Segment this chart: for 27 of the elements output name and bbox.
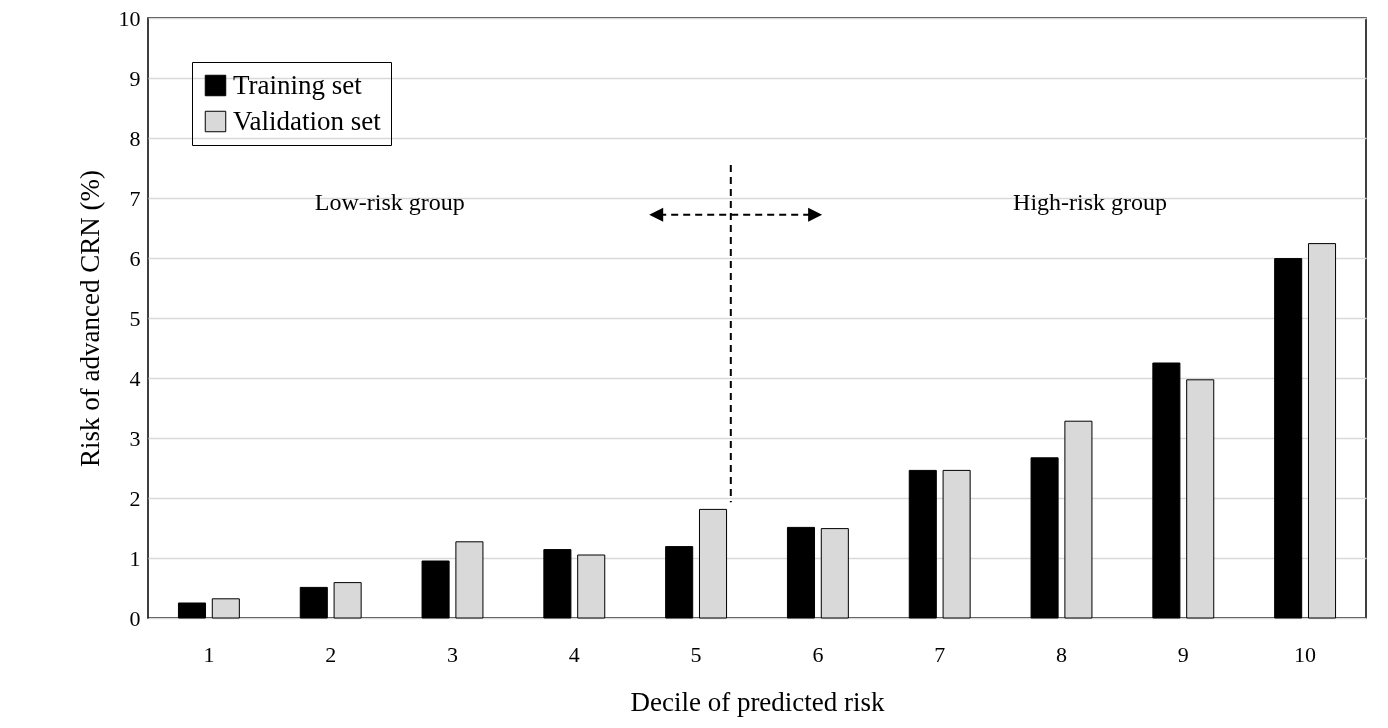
annotation: High-risk group — [1013, 189, 1168, 215]
legend-label: Validation set — [233, 105, 382, 136]
x-tick-label: 2 — [325, 641, 337, 667]
x-tick-label: 5 — [690, 641, 702, 667]
x-tick-label: 8 — [1056, 641, 1067, 667]
legend-label: Training set — [233, 69, 363, 100]
y-tick-label: 1 — [129, 545, 141, 571]
y-axis-title: Risk of advanced CRN (%) — [74, 170, 105, 467]
y-tick-label: 10 — [118, 5, 141, 31]
annotation: Low-risk group — [314, 189, 465, 215]
x-tick-label: 7 — [934, 641, 946, 667]
x-tick-label: 10 — [1294, 641, 1317, 667]
x-tick-label: 1 — [203, 641, 215, 667]
y-tick-label: 6 — [129, 245, 141, 271]
y-tick-label: 7 — [129, 185, 141, 211]
x-tick-label: 6 — [812, 641, 824, 667]
x-tick-label: 3 — [447, 641, 458, 667]
y-tick-label: 9 — [129, 65, 141, 91]
y-tick-label: 3 — [129, 425, 141, 451]
y-tick-label: 5 — [129, 305, 141, 331]
y-tick-label: 0 — [129, 605, 141, 631]
x-axis-title: Decile of predicted risk — [630, 686, 886, 717]
y-tick-label: 8 — [129, 125, 141, 151]
y-tick-label: 2 — [129, 485, 141, 511]
x-tick-label: 4 — [568, 641, 580, 667]
y-tick-label: 4 — [129, 365, 141, 391]
x-tick-label: 9 — [1177, 641, 1189, 667]
